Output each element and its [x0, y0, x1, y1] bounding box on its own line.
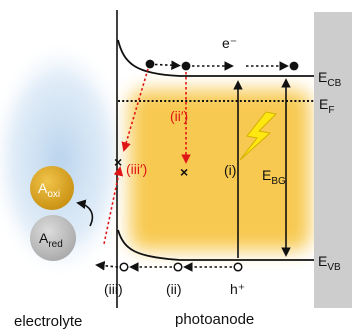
electron-2	[181, 61, 191, 71]
photoanode-glow	[130, 90, 310, 250]
conduction-band-label: ECB	[318, 69, 342, 89]
hole-3	[233, 262, 243, 272]
hole-2	[173, 262, 183, 272]
hole-1	[119, 262, 129, 272]
path-iii-prime-label: (iii′)	[126, 161, 147, 177]
hole-label: h⁺	[230, 281, 245, 297]
recombination-cross-ii-prime: ×	[180, 164, 188, 180]
recombination-cross-iii-prime: ×	[114, 154, 122, 170]
electron-transport-arrow-1	[154, 60, 181, 70]
redox-curve-arrow	[76, 199, 94, 227]
oxidized-species-label: Aoxi	[38, 180, 60, 200]
reduced-species	[30, 215, 76, 261]
path-ii-prime-label: (ii′)	[170, 108, 188, 124]
path-ii-label: (ii)	[166, 281, 182, 297]
electrolyte-glow	[0, 40, 130, 280]
metal-contact	[314, 12, 352, 308]
valence-band-label: EVB	[318, 253, 341, 273]
electron-label: e⁻	[222, 35, 237, 51]
lightning-icon	[239, 111, 278, 161]
electron-3	[289, 61, 299, 71]
oxidized-species	[30, 166, 74, 210]
path-iii-label: (iii)	[104, 281, 123, 297]
electrolyte-region-label: electrolyte	[14, 313, 82, 330]
path-i-label: (i)	[224, 162, 236, 178]
conduction-band-line	[117, 39, 314, 77]
valence-band-line	[117, 229, 314, 261]
fermi-level-label: EF	[319, 96, 334, 116]
bandgap-label: EBG	[262, 167, 286, 187]
hole-transfer-arrow	[95, 260, 119, 271]
recombination-arrow-iii-prime	[121, 68, 149, 152]
electron-1	[145, 59, 155, 69]
reduced-species-label: Ared	[39, 230, 63, 250]
photoanode-region-label: photoanode	[175, 311, 254, 328]
